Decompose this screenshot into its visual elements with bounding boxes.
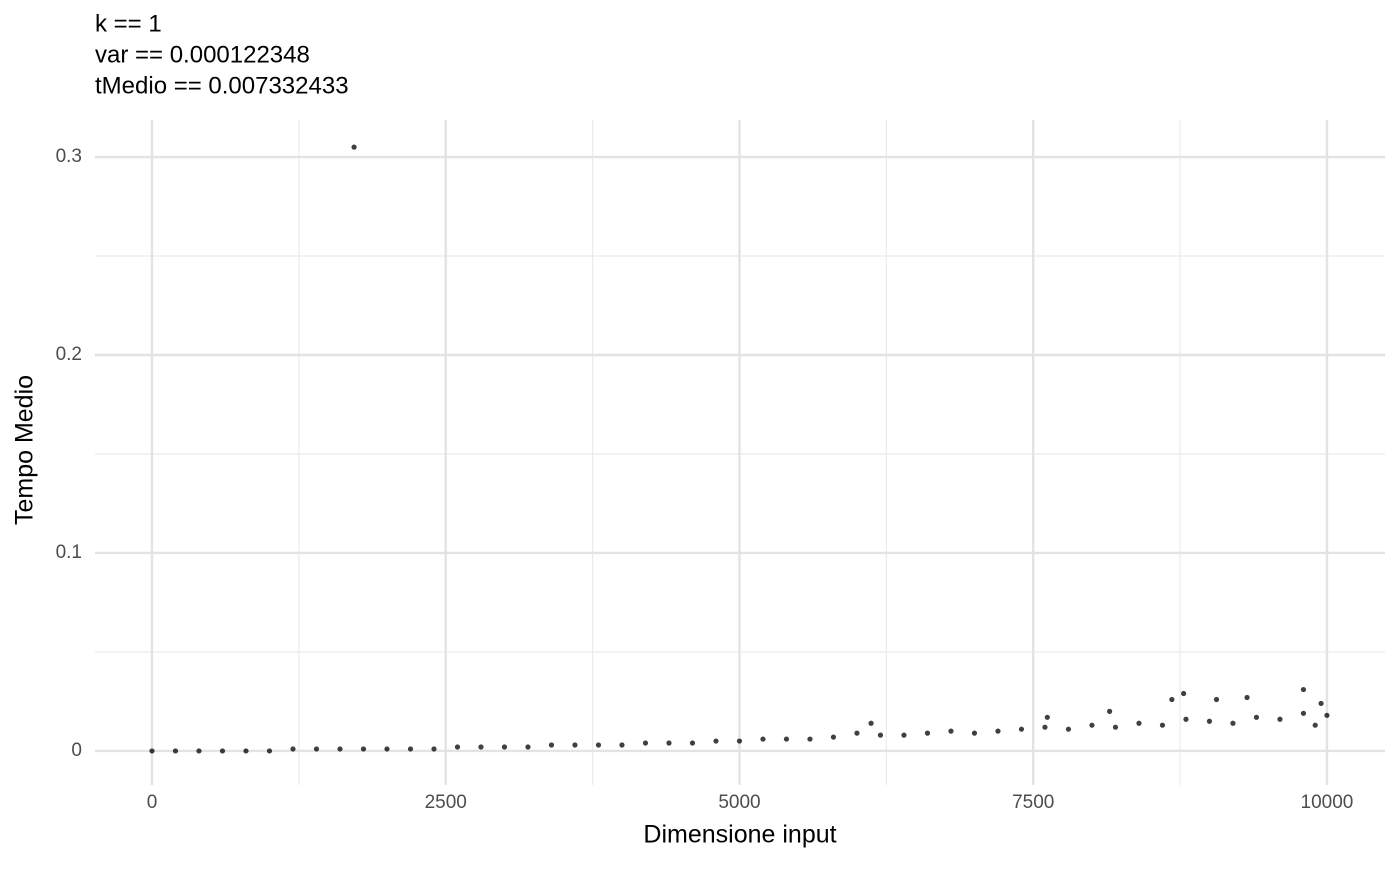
point — [1244, 694, 1250, 701]
point — [1169, 696, 1175, 703]
x-tick-label: 5000 — [718, 792, 760, 813]
point — [1089, 722, 1095, 728]
point — [1324, 712, 1330, 718]
y-tick-label: 0.3 — [56, 146, 82, 167]
point — [713, 738, 719, 744]
point — [1112, 724, 1119, 730]
y-tick-label: 0.2 — [56, 344, 82, 365]
point — [290, 746, 296, 752]
point — [854, 730, 860, 736]
point — [1106, 708, 1113, 714]
point — [1300, 686, 1307, 693]
x-axis-title: Dimensione input — [643, 821, 836, 849]
point — [1044, 714, 1050, 720]
point — [1206, 718, 1213, 724]
point — [736, 738, 743, 744]
y-tick-label: 0 — [71, 740, 82, 761]
chart-title: var == 0.000122348 — [95, 41, 310, 68]
point — [1277, 716, 1283, 722]
point — [868, 720, 874, 726]
point — [689, 740, 696, 746]
point — [431, 746, 437, 752]
point — [1213, 696, 1220, 703]
point — [1312, 722, 1318, 728]
point — [501, 744, 508, 750]
chart-title: tMedio == 0.007332433 — [95, 72, 349, 99]
point — [1183, 716, 1189, 722]
point — [1181, 690, 1187, 697]
point — [266, 748, 273, 754]
x-tick-label: 0 — [147, 792, 158, 813]
point — [313, 746, 320, 752]
point — [830, 734, 837, 740]
point — [407, 746, 414, 752]
point — [548, 742, 555, 748]
point — [478, 744, 484, 750]
point — [219, 748, 226, 754]
point — [1136, 720, 1142, 726]
point — [351, 144, 357, 150]
point — [877, 732, 884, 738]
point — [924, 730, 931, 736]
point — [525, 744, 531, 750]
point — [1042, 724, 1048, 730]
point — [384, 746, 390, 752]
x-tick-label: 7500 — [1012, 792, 1054, 813]
point — [901, 732, 907, 738]
point — [360, 746, 367, 752]
point — [172, 748, 179, 754]
point — [243, 748, 249, 754]
point — [948, 728, 954, 734]
point — [971, 730, 978, 736]
point — [783, 736, 790, 742]
point — [1065, 726, 1072, 732]
point — [1230, 720, 1236, 726]
point — [149, 748, 155, 754]
x-tick-label: 2500 — [425, 792, 467, 813]
x-tick-label: 10000 — [1301, 792, 1354, 813]
point — [619, 742, 625, 748]
point — [196, 748, 202, 754]
y-axis-title: Tempo Medio — [11, 375, 39, 525]
point — [666, 740, 672, 746]
point — [642, 740, 649, 746]
chart-title: k == 1 — [95, 10, 162, 37]
point — [1318, 700, 1324, 707]
point — [807, 736, 813, 742]
point — [1159, 722, 1166, 728]
point — [454, 744, 461, 750]
y-tick-label: 0.1 — [56, 542, 82, 563]
point — [1300, 710, 1307, 716]
point — [760, 736, 766, 742]
point — [337, 746, 343, 752]
point — [995, 728, 1001, 734]
point — [595, 742, 602, 748]
point — [1018, 726, 1025, 732]
point — [572, 742, 578, 748]
point — [1253, 714, 1260, 720]
